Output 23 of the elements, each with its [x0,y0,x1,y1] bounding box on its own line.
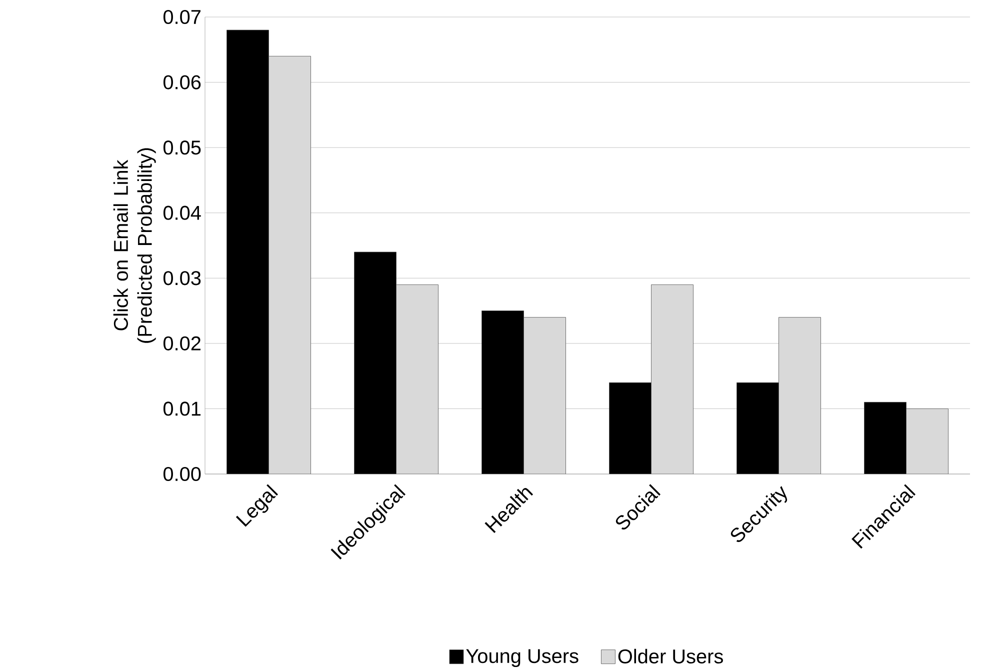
bar [864,402,906,474]
bar [778,317,821,474]
y-tick-label: 0.04 [163,206,201,220]
bar [396,284,438,474]
legend-label: Older Users [618,648,723,664]
bar [226,30,269,474]
bar [651,284,694,474]
y-axis-title: Click on Email Link (Predicted Probability) [113,148,156,343]
y-tick-label: 0.06 [163,75,201,90]
bar [268,56,311,474]
y-tick-label: 0.05 [163,140,201,155]
bar [482,310,524,474]
y-tick-label: 0.01 [163,402,201,416]
y-tick-label: 0.07 [163,10,200,24]
bar [609,382,652,474]
y-tick-label: 0.03 [163,271,201,286]
y-tick-label: 0.02 [163,336,200,350]
bar [906,408,948,474]
y-tick-label: 0.00 [163,466,201,482]
bar [736,382,779,474]
bar [354,252,396,474]
bar [524,317,566,474]
legend-label: Young Users [466,649,578,668]
